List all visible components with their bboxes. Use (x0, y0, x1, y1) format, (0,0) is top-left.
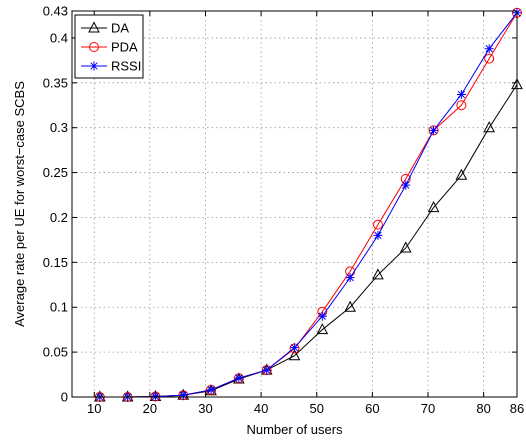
legend-item-rssi: RSSI (81, 59, 141, 74)
point-da (344, 300, 356, 312)
y-tick-label: 0.4 (50, 30, 68, 45)
point-rssi (178, 390, 188, 400)
point-rssi (373, 230, 383, 240)
legend-label-pda: PDA (111, 40, 138, 55)
point-da (316, 323, 329, 335)
y-tick-label: 0.1 (50, 300, 68, 315)
x-tick-label: 60 (365, 401, 379, 416)
point-rssi (206, 385, 216, 395)
legend-marker-rssi (89, 61, 99, 71)
point-rssi (456, 89, 466, 99)
legend-marker-da (88, 21, 100, 33)
legend: DA PDA RSSI (74, 14, 144, 79)
point-pda (484, 53, 495, 64)
x-tick-label: 50 (310, 401, 324, 416)
point-da (399, 241, 412, 253)
y-axis-label: Average rate per UE for worst−case SCBS (12, 81, 27, 327)
y-tick-label: 0.2 (50, 210, 68, 225)
legend-items: DA PDA RSSI (81, 21, 141, 74)
point-rssi (401, 180, 411, 190)
point-rssi (429, 125, 439, 135)
x-tick-label: 20 (143, 401, 157, 416)
x-tick-label: 30 (198, 401, 212, 416)
y-tick-label: 0.3 (50, 120, 68, 135)
tick-layer: 10 20 30 40 50 60 70 80 86 0 0.05 0.1 0.15 0.2 0.25 0.3… (43, 4, 525, 417)
legend-label-rssi: RSSI (111, 59, 141, 74)
plot-frame (71, 10, 518, 398)
series-line-rssi (99, 12, 518, 398)
legend-marker-pda (89, 42, 99, 52)
legend-item-pda: PDA (81, 40, 138, 55)
point-da (288, 349, 301, 361)
y-tick-label: 0.05 (43, 345, 68, 360)
x-tick-label: 86 (510, 401, 524, 416)
point-da (372, 268, 384, 280)
y-tick-label: 0.35 (43, 75, 68, 90)
x-axis-label: Number of users (246, 422, 343, 437)
point-pda (372, 219, 383, 230)
legend-item-da: DA (81, 21, 129, 36)
point-da (427, 201, 440, 213)
point-da (455, 168, 468, 180)
point-rssi (345, 273, 355, 283)
point-rssi (290, 343, 299, 353)
y-tick-label: 0.43 (43, 4, 68, 19)
x-tick-label: 80 (476, 401, 490, 416)
x-tick-label: 10 (87, 401, 101, 416)
legend-label-da: DA (111, 21, 129, 36)
x-tick-label: 40 (254, 401, 268, 416)
point-rssi (317, 311, 327, 321)
point-rssi (262, 365, 272, 375)
point-da (483, 121, 496, 133)
point-pda (456, 100, 467, 111)
x-tick-label: 70 (421, 401, 435, 416)
point-rssi (484, 44, 494, 54)
y-tick-label: 0.25 (43, 165, 68, 180)
series-layer (93, 7, 523, 402)
y-tick-label: 0 (61, 390, 68, 405)
y-tick-label: 0.15 (43, 255, 68, 270)
point-rssi (234, 373, 244, 383)
